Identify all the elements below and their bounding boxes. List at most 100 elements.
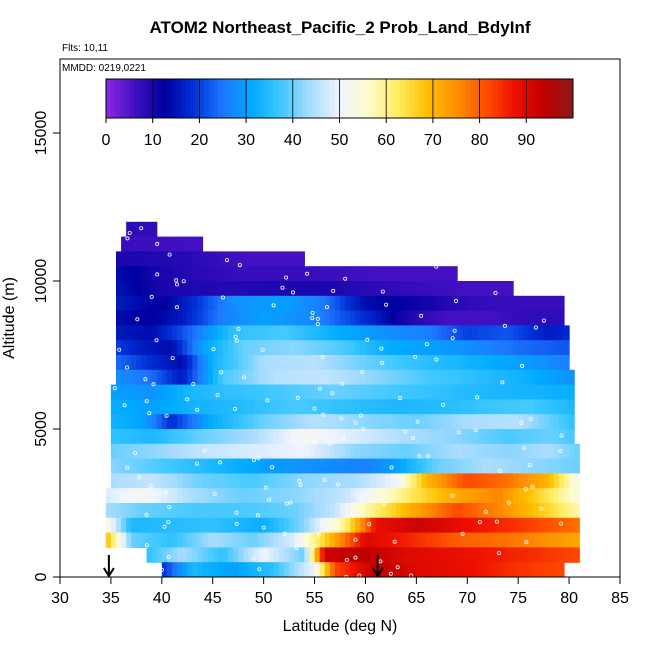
heatmap-cell — [538, 562, 545, 577]
heatmap-cell — [202, 488, 209, 504]
heatmap-cell — [553, 355, 560, 371]
colorbar-segment — [437, 79, 443, 118]
heatmap-cell — [396, 414, 402, 430]
colorbar-segment — [404, 79, 411, 118]
sample-point — [434, 264, 439, 269]
heatmap-cell — [243, 295, 249, 312]
heatmap-cell — [477, 399, 484, 415]
heatmap-cell — [161, 399, 168, 415]
heatmap-cell — [375, 532, 382, 548]
heatmap-cell — [329, 443, 336, 460]
heatmap-cell — [350, 340, 356, 356]
heatmap-cell — [513, 325, 519, 341]
heatmap-cell — [197, 236, 204, 252]
heatmap-cell — [477, 443, 484, 460]
heatmap-cell — [426, 562, 433, 577]
heatmap-cell — [431, 355, 438, 371]
heatmap-cell — [141, 399, 148, 415]
heatmap-cell — [523, 503, 529, 519]
heatmap-cell — [528, 532, 535, 548]
heatmap-cell — [508, 369, 514, 386]
heatmap-cell — [513, 458, 519, 474]
heatmap-cell — [370, 355, 377, 371]
sample-point — [166, 520, 171, 525]
colorbar-segment — [124, 79, 130, 118]
heatmap-cell — [401, 503, 407, 519]
heatmap-cell — [258, 295, 265, 312]
heatmap-cell — [487, 503, 494, 519]
heatmap-cell — [202, 443, 209, 460]
heatmap-cell — [248, 325, 255, 341]
heatmap-cell — [329, 458, 336, 474]
heatmap-cell — [355, 384, 361, 400]
heatmap-cell — [345, 414, 351, 430]
heatmap-cell — [299, 429, 305, 445]
heatmap-cell — [278, 281, 285, 297]
heatmap-cell — [284, 369, 290, 386]
heatmap-cell — [192, 384, 199, 400]
heatmap-cell — [126, 221, 132, 238]
heatmap-cell — [416, 295, 423, 312]
heatmap-cell — [289, 532, 295, 548]
heatmap-cell — [482, 443, 489, 460]
heatmap-cell — [110, 517, 117, 534]
colorbar-segment — [465, 79, 471, 118]
heatmap-cell — [243, 251, 249, 267]
heatmap-cell — [421, 473, 428, 489]
heatmap-cell — [172, 236, 178, 252]
heatmap-cell — [161, 414, 168, 430]
colorbar-segment — [353, 79, 359, 118]
heatmap-cell — [406, 310, 412, 326]
heatmap-cell — [533, 473, 540, 489]
heatmap-cell — [253, 384, 260, 400]
heatmap-cell — [472, 562, 479, 577]
heatmap-cell — [329, 399, 336, 415]
heatmap-cell — [528, 547, 535, 563]
heatmap-cell — [238, 310, 244, 326]
heatmap-cell — [126, 532, 132, 548]
heatmap-cell — [228, 384, 234, 400]
heatmap-cell — [166, 532, 173, 548]
sample-point — [215, 392, 220, 397]
heatmap-cell — [375, 266, 382, 282]
heatmap-cell — [238, 251, 244, 267]
sample-point — [282, 531, 287, 536]
colorbar-segment — [372, 79, 378, 118]
heatmap-cell — [314, 340, 321, 356]
heatmap-cell — [538, 517, 545, 534]
heatmap-cell — [523, 355, 529, 371]
colorbar-segment — [274, 79, 280, 118]
heatmap-cell — [329, 369, 336, 386]
heatmap-cell — [411, 517, 417, 534]
heatmap-cell — [289, 281, 295, 297]
heatmap-cell — [350, 488, 356, 504]
heatmap-cell — [182, 488, 188, 504]
heatmap-cell — [467, 384, 473, 400]
sample-point — [496, 551, 501, 556]
heatmap-cell — [340, 399, 346, 415]
heatmap-cell — [136, 281, 143, 297]
heatmap-cell — [538, 458, 545, 474]
heatmap-cell — [441, 517, 448, 534]
heatmap-cell — [350, 399, 356, 415]
heatmap-cell — [105, 517, 112, 534]
heatmap-cell — [248, 503, 255, 519]
heatmap-cell — [309, 547, 316, 563]
heatmap-cell — [426, 295, 433, 312]
heatmap-cell — [151, 281, 158, 297]
heatmap-cell — [396, 295, 402, 312]
heatmap-cell — [401, 473, 407, 489]
heatmap-cell — [497, 355, 504, 371]
heatmap-cell — [411, 503, 417, 519]
heatmap-cell — [482, 532, 489, 548]
heatmap-cell — [273, 310, 280, 326]
heatmap-cell — [431, 488, 438, 504]
heatmap-cell — [411, 443, 417, 460]
heatmap-cell — [314, 384, 321, 400]
heatmap-cell — [329, 325, 336, 341]
heatmap-cell — [187, 547, 193, 563]
heatmap-cell — [472, 340, 479, 356]
heatmap-cell — [151, 266, 158, 282]
heatmap-cell — [192, 399, 199, 415]
colorbar-segment — [432, 79, 439, 118]
